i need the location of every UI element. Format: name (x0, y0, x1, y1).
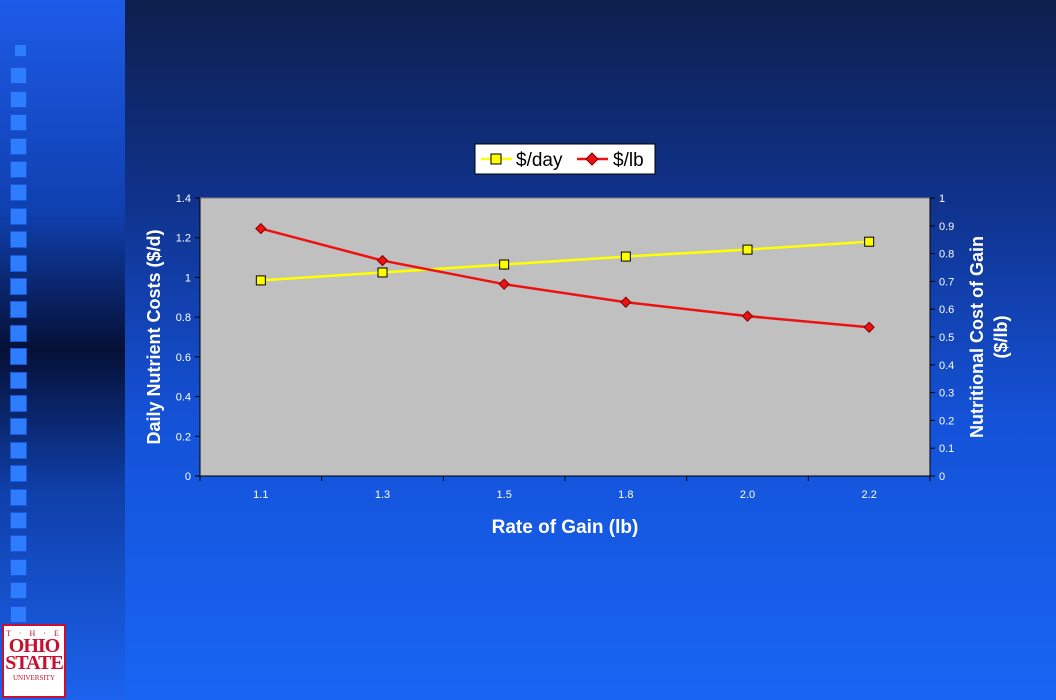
y-axis-left: 0 0.2 0.4 0.6 0.8 1 1.2 1.4 (176, 193, 201, 483)
sidebar-square (10, 67, 27, 85)
sidebar-square (10, 348, 27, 366)
y-axis-title: Daily Nutrient Costs ($/d) (144, 229, 164, 444)
sidebar-square (10, 137, 27, 155)
x-axis: 1.1 1.3 1.5 1.8 2.0 2.2 (199, 475, 931, 501)
y2-tick-label: 0.9 (939, 221, 954, 233)
x-tick-label: 1.8 (618, 489, 633, 501)
logo-university: UNIVERSITY (13, 674, 55, 682)
x-tick-label: 2.2 (862, 489, 877, 501)
x-tick-label: 1.3 (375, 489, 390, 501)
sidebar-square (10, 395, 27, 412)
sidebar-square (10, 605, 27, 623)
sidebar-square (10, 324, 27, 342)
y2-tick-label: 1 (939, 193, 945, 205)
sidebar-square (10, 161, 27, 178)
legend-lb-label: $/lb (613, 150, 644, 171)
series-layer (255, 222, 875, 333)
sidebar-square (10, 278, 27, 295)
sidebar-square (10, 371, 27, 389)
data-point-cost-per-lb (255, 222, 267, 235)
y2-tick-label: 0.8 (939, 249, 954, 261)
y-tick-label: 0.2 (176, 431, 191, 443)
y-tick-label: 0 (185, 471, 191, 483)
x-tick-label: 1.5 (497, 489, 512, 501)
y2-tick-label: 0.5 (939, 332, 954, 344)
legend: $/day $/lb (474, 143, 656, 175)
data-point-cost-per-day (864, 236, 875, 247)
sidebar-square (10, 418, 27, 436)
sidebar-square (10, 90, 27, 108)
sidebar-square (10, 465, 27, 483)
y2-axis-title-line2: ($/lb) (991, 315, 1011, 358)
y2-tick-label: 0.3 (939, 388, 954, 400)
y2-tick-label: 0.7 (939, 276, 954, 288)
sidebar-square (10, 254, 27, 272)
legend-day-label: $/day (516, 150, 563, 171)
logo-line1: T · H · E (6, 629, 62, 638)
data-point-cost-per-lb (498, 278, 510, 290)
sidebar-square (10, 441, 27, 459)
ohio-state-logo: T · H · E OHIO STATE UNIVERSITY (2, 624, 66, 698)
y-tick-label: 1 (185, 272, 191, 284)
series-line-cost-per-day (260, 240, 870, 282)
legend-lb-marker (585, 152, 599, 166)
sidebar-square (10, 231, 27, 249)
sidebar-decoration (0, 0, 125, 700)
x-axis-title: Rate of Gain (lb) (492, 517, 639, 538)
y-axis-right: 0 0.1 0.2 0.3 0.4 0.5 0.6 0.7 0.8 0.9 1 (929, 193, 954, 483)
x-tick-label: 2.0 (740, 489, 755, 501)
y2-tick-label: 0 (939, 471, 945, 483)
y2-tick-label: 0.2 (939, 415, 954, 427)
data-point-cost-per-lb (741, 310, 754, 322)
sidebar-square (10, 184, 27, 202)
data-point-cost-per-day (255, 275, 266, 286)
sidebar-square (10, 558, 27, 576)
sidebar-square (10, 512, 27, 529)
legend-day-marker (490, 153, 502, 165)
data-point-cost-per-lb (620, 296, 632, 308)
y2-tick-label: 0.6 (939, 304, 954, 316)
sidebar-square (10, 582, 27, 600)
y-tick-label: 1.4 (176, 193, 191, 205)
data-point-cost-per-day (620, 251, 631, 262)
sidebar-square (10, 301, 27, 319)
data-point-cost-per-lb (863, 321, 875, 333)
sidebar-square (10, 114, 27, 132)
sidebar-square (10, 488, 27, 506)
data-point-cost-per-day (742, 244, 753, 255)
sidebar-square (10, 207, 27, 225)
series-line-cost-per-lb (260, 227, 870, 329)
y2-tick-label: 0.4 (939, 360, 954, 372)
y2-tick-label: 0.1 (939, 443, 954, 455)
y2-axis-title-line1: Nutritional Cost of Gain (967, 236, 987, 438)
data-point-cost-per-lb (376, 254, 389, 267)
logo-state: STATE (5, 652, 64, 674)
data-point-cost-per-day (377, 267, 388, 278)
sidebar-square (14, 44, 27, 57)
data-point-cost-per-day (499, 259, 510, 270)
x-tick-label: 1.1 (253, 489, 268, 501)
logo-ohio: OHIO (8, 635, 60, 657)
y-tick-label: 0.4 (176, 392, 191, 404)
y-tick-label: 0.6 (176, 352, 191, 364)
y-tick-label: 0.8 (176, 312, 191, 324)
y-tick-label: 1.2 (176, 233, 191, 245)
plot-area (199, 197, 931, 477)
sidebar-square (10, 535, 27, 553)
